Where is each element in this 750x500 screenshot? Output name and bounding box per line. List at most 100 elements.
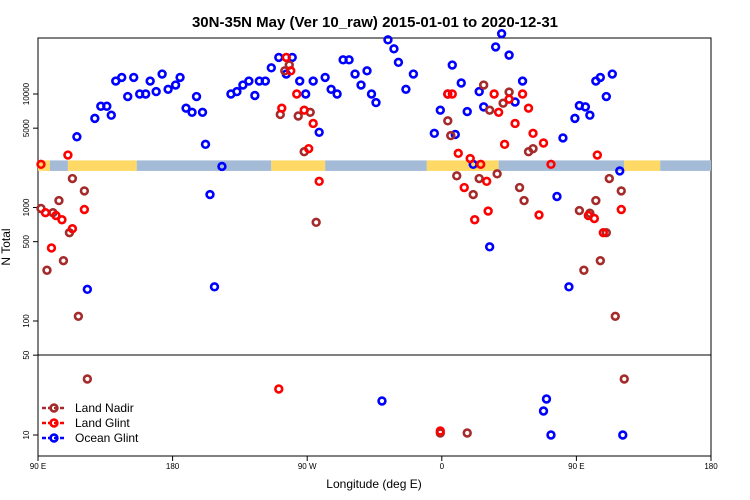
band-segment-blue (49, 160, 68, 171)
band-segment-yellow (271, 160, 326, 171)
point-ocean-glint (546, 430, 556, 440)
point-ocean-glint (140, 89, 151, 99)
band-segment-yellow (426, 160, 499, 171)
point-ocean-glint (72, 132, 82, 142)
point-ocean-glint (484, 242, 495, 252)
point-ocean-glint (260, 76, 271, 86)
point-land-glint (286, 66, 296, 76)
point-land-glint (435, 426, 446, 436)
point-ocean-glint (244, 76, 254, 86)
point-ocean-glint (558, 133, 568, 143)
point-ocean-glint (209, 282, 220, 292)
point-ocean-glint (90, 113, 100, 124)
y-tick-label: 50 (22, 350, 31, 359)
point-ocean-glint (102, 101, 112, 111)
chart-title: 30N-35N May (Ver 10_raw) 2015-01-01 to 2… (192, 14, 558, 31)
point-ocean-glint (401, 84, 411, 95)
point-land-glint (46, 243, 57, 253)
point-ocean-glint (238, 80, 248, 90)
point-ocean-glint (326, 84, 336, 95)
legend-marker-ocean-glint (49, 433, 59, 443)
point-land-nadir (478, 80, 489, 90)
point-ocean-glint (356, 80, 366, 90)
point-ocean-glint (106, 110, 116, 120)
point-land-glint (274, 384, 284, 394)
legend-label-ocean-glint: Ocean Glint (75, 431, 139, 445)
point-ocean-glint (504, 50, 514, 60)
point-ocean-glint (552, 191, 562, 202)
point-ocean-glint (389, 44, 399, 54)
y-axis-title: N Total (0, 228, 13, 265)
point-land-nadir (528, 143, 538, 154)
point-land-glint (592, 150, 603, 160)
point-land-glint (616, 204, 626, 215)
point-land-nadir (79, 186, 90, 196)
point-land-glint (481, 176, 492, 187)
band-segment-blue (325, 160, 427, 171)
point-ocean-glint (408, 69, 419, 79)
point-land-glint (504, 94, 514, 104)
point-land-nadir (519, 195, 529, 206)
point-ocean-glint (564, 282, 574, 292)
point-ocean-glint (456, 78, 466, 88)
point-ocean-glint (462, 106, 472, 117)
point-ocean-glint (200, 139, 211, 150)
point-ocean-glint (170, 80, 181, 90)
point-land-glint (465, 153, 475, 164)
point-ocean-glint (496, 28, 507, 39)
point-land-nadir (484, 105, 495, 115)
point-land-glint (63, 150, 73, 160)
point-land-nadir (492, 169, 502, 179)
point-land-nadir (443, 116, 453, 126)
point-ocean-glint (447, 60, 457, 70)
x-axis: 90 E 180 90 W 0 90 E 180 (30, 456, 718, 471)
point-land-nadir (504, 87, 514, 97)
point-ocean-glint (191, 91, 202, 102)
point-ocean-glint (366, 89, 377, 99)
point-land-glint (308, 118, 318, 129)
x-tick-label: 0 (440, 462, 445, 471)
point-land-nadir (311, 217, 321, 228)
point-ocean-glint (163, 84, 173, 95)
band-segment-yellow (67, 160, 137, 171)
point-ocean-glint (541, 394, 552, 404)
point-ocean-glint (517, 76, 528, 86)
point-land-nadir (595, 255, 606, 266)
point-ocean-glint (129, 72, 139, 83)
point-land-glint (459, 182, 469, 193)
point-ocean-glint (320, 72, 330, 83)
point-land-glint (292, 89, 302, 99)
point-ocean-glint (601, 91, 612, 102)
point-ocean-glint (371, 97, 381, 108)
point-ocean-glint (157, 69, 167, 79)
point-land-glint (538, 138, 549, 148)
point-land-nadir (42, 265, 52, 275)
point-ocean-glint (232, 86, 242, 97)
point-land-glint (299, 105, 309, 115)
y-tick-label: 5000 (22, 119, 31, 137)
point-land-glint (453, 148, 463, 159)
point-land-glint (443, 89, 453, 99)
x-axis-title: Longitude (deg E) (326, 477, 421, 491)
point-ocean-glint (585, 110, 595, 120)
x-tick-label: 90 W (298, 462, 317, 471)
y-tick-label: 100 (22, 314, 31, 328)
y-tick-label: 1000 (22, 198, 31, 216)
point-ocean-glint (393, 57, 404, 68)
point-land-glint (303, 143, 314, 154)
point-ocean-glint (266, 63, 277, 73)
point-ocean-glint (217, 161, 227, 172)
point-ocean-glint (123, 91, 133, 102)
point-land-glint (447, 89, 457, 99)
point-ocean-glint (618, 430, 628, 440)
point-land-nadir (579, 265, 589, 275)
point-land-glint (79, 204, 90, 215)
point-land-glint (489, 89, 499, 99)
point-ocean-glint (151, 86, 161, 97)
x-tick-label: 180 (704, 462, 718, 471)
point-land-nadir (610, 311, 620, 322)
point-ocean-glint (607, 69, 617, 79)
legend-marker-land-glint (49, 418, 59, 428)
